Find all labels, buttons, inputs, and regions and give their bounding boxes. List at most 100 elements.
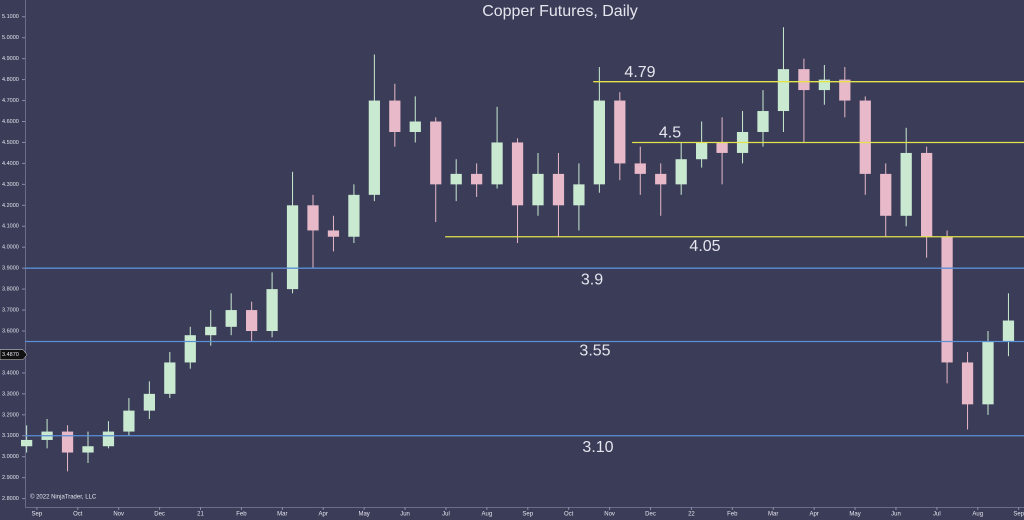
y-tick-label: 3.4000 xyxy=(2,370,19,376)
candle-body xyxy=(205,326,217,336)
y-tick-label: 2.8000 xyxy=(2,496,19,502)
candle-body xyxy=(757,111,769,132)
x-tick-label: Nov xyxy=(113,512,124,518)
candle-body xyxy=(655,173,667,185)
level-label: 4.79 xyxy=(624,64,655,81)
candle-body xyxy=(696,142,708,160)
y-tick-label: 4.8000 xyxy=(2,77,19,83)
candle-body xyxy=(430,121,442,185)
y-tick-label: 3.8000 xyxy=(2,287,19,293)
last-price-label: 3.4870 xyxy=(2,352,19,358)
candle-body xyxy=(921,152,933,237)
candle-body xyxy=(102,431,115,447)
candle-body xyxy=(286,205,299,290)
y-tick-label: 5.0000 xyxy=(2,35,19,41)
x-tick-label: 21 xyxy=(197,512,204,518)
candle-body xyxy=(675,159,687,185)
chart-title: Copper Futures, Daily xyxy=(482,3,638,20)
candle-body xyxy=(573,184,585,206)
x-tick-label: Mar xyxy=(768,512,778,518)
candle-body xyxy=(961,362,974,405)
last-price-tag xyxy=(0,349,28,360)
level-label: 4.5 xyxy=(659,125,681,142)
candle-body xyxy=(61,431,74,453)
y-tick-label: 4.2000 xyxy=(2,203,19,209)
candle-body xyxy=(839,79,851,101)
candle-body xyxy=(143,393,155,411)
x-tick-label: Oct xyxy=(73,512,83,518)
level-label: 3.10 xyxy=(582,439,613,456)
candle-body xyxy=(21,439,33,447)
candle-body xyxy=(798,69,810,91)
y-tick-label: 4.3000 xyxy=(2,182,19,188)
candle-body xyxy=(593,100,605,185)
candle-body xyxy=(859,100,871,174)
candle-body xyxy=(307,205,319,231)
candle-body xyxy=(491,142,503,185)
candle-body xyxy=(880,173,892,216)
level-label: 3.55 xyxy=(579,343,610,360)
x-tick-label: Feb xyxy=(236,512,247,518)
candle-body xyxy=(327,230,340,237)
candle-body xyxy=(266,289,278,332)
candle-body xyxy=(389,100,401,132)
y-tick-label: 3.2000 xyxy=(2,412,19,418)
x-tick-label: Dec xyxy=(645,512,656,518)
x-tick-label: Sep xyxy=(32,512,43,518)
level-label: 4.05 xyxy=(689,238,720,255)
x-tick-label: 22 xyxy=(688,512,695,518)
y-tick-label: 4.9000 xyxy=(2,56,19,62)
candle-body xyxy=(941,236,953,363)
x-tick-label: May xyxy=(358,512,369,518)
x-tick-label: Jul xyxy=(442,512,450,518)
x-tick-label: Sep xyxy=(522,512,533,518)
x-tick-label: Feb xyxy=(727,512,738,518)
candle-body xyxy=(246,310,258,332)
x-tick-label: May xyxy=(849,512,860,518)
candle-body xyxy=(82,446,94,453)
candle-body xyxy=(409,121,421,132)
level-label: 3.9 xyxy=(581,271,603,288)
x-tick-label: Oct xyxy=(564,512,574,518)
candle-body xyxy=(348,194,360,237)
y-tick-label: 4.1000 xyxy=(2,224,19,230)
candle-body xyxy=(634,163,646,174)
candle-body xyxy=(368,100,380,195)
y-tick-label: 3.7000 xyxy=(2,308,19,314)
candle-body xyxy=(1002,320,1015,342)
y-tick-label: 3.3000 xyxy=(2,391,19,397)
x-tick-label: Aug xyxy=(482,512,493,518)
candle-body xyxy=(450,173,462,185)
x-tick-label: Apr xyxy=(809,512,818,518)
candle-body xyxy=(552,173,565,206)
candle-body xyxy=(818,79,830,91)
x-tick-label: Apr xyxy=(319,512,328,518)
candle-body xyxy=(225,310,237,327)
candle-body xyxy=(471,173,483,185)
y-tick-label: 4.7000 xyxy=(2,98,19,104)
y-tick-label: 4.6000 xyxy=(2,119,19,125)
x-tick-label: Mar xyxy=(277,512,287,518)
candle-body xyxy=(777,69,790,112)
y-tick-label: 3.0000 xyxy=(2,454,19,460)
candle-body xyxy=(532,173,544,206)
x-tick-label: Jul xyxy=(933,512,941,518)
candle-body xyxy=(614,100,626,164)
candle-body xyxy=(511,142,524,206)
y-tick-label: 4.4000 xyxy=(2,161,19,167)
x-tick-label: Jun xyxy=(891,512,901,518)
candle-body xyxy=(123,410,135,432)
x-tick-label: Sep xyxy=(1013,512,1024,518)
x-tick-label: Aug xyxy=(972,512,983,518)
candle-body xyxy=(184,335,196,363)
candle-body xyxy=(900,152,912,216)
y-tick-label: 4.0000 xyxy=(2,245,19,251)
y-tick-label: 3.9000 xyxy=(2,266,19,272)
y-tick-label: 4.5000 xyxy=(2,140,19,146)
candle-body xyxy=(716,142,728,153)
y-tick-label: 3.1000 xyxy=(2,433,19,439)
x-tick-label: Jun xyxy=(400,512,410,518)
